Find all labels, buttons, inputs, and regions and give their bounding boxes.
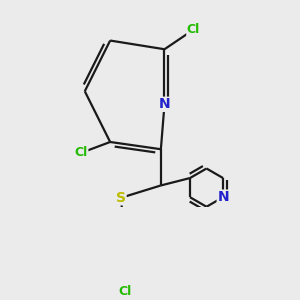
Text: S: S [116,191,126,205]
Text: Cl: Cl [187,23,200,36]
Text: Cl: Cl [118,286,131,298]
Text: Cl: Cl [74,146,88,159]
Text: N: N [217,190,229,204]
Text: N: N [159,97,170,111]
